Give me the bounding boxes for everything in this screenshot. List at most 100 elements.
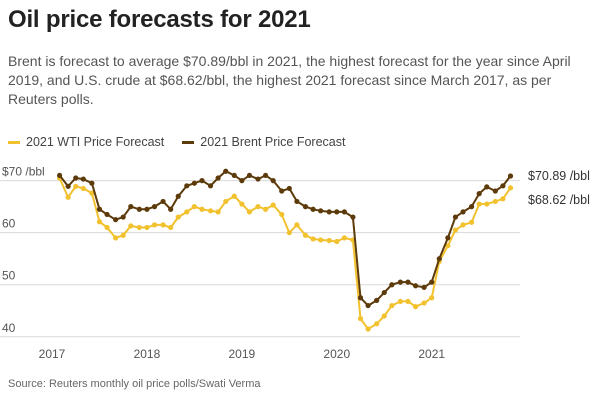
data-point-wti bbox=[191, 204, 197, 210]
data-point-wti bbox=[326, 237, 332, 244]
data-point-brent bbox=[365, 302, 371, 309]
data-point-brent bbox=[397, 279, 403, 285]
data-point-wti bbox=[168, 224, 174, 231]
data-point-brent bbox=[104, 211, 110, 218]
data-point-wti bbox=[334, 238, 340, 245]
data-point-wti bbox=[492, 198, 498, 205]
data-point-brent bbox=[484, 184, 490, 190]
data-point-wti bbox=[65, 194, 71, 200]
data-point-brent bbox=[89, 180, 95, 186]
data-point-wti bbox=[175, 214, 181, 220]
data-point-brent bbox=[120, 214, 126, 220]
data-point-wti bbox=[144, 224, 150, 231]
data-point-wti bbox=[302, 232, 309, 238]
legend-item-wti: 2021 WTI Price Forecast bbox=[8, 135, 164, 149]
data-point-brent bbox=[262, 172, 269, 179]
y-tick-label-60: 60 bbox=[2, 217, 16, 231]
data-point-wti bbox=[184, 209, 190, 215]
x-tick-label-2019: 2019 bbox=[229, 347, 256, 361]
data-point-wti bbox=[445, 243, 451, 249]
y-tick-label-50: 50 bbox=[2, 269, 16, 283]
data-point-brent bbox=[381, 289, 387, 296]
data-point-brent bbox=[405, 279, 411, 285]
series-line-wti bbox=[58, 177, 512, 330]
legend-swatch-brent bbox=[182, 140, 195, 144]
data-point-wti bbox=[160, 222, 166, 228]
y-tick-label-40: 40 bbox=[2, 321, 16, 335]
data-point-brent bbox=[207, 183, 214, 189]
data-point-brent bbox=[113, 217, 119, 223]
data-point-brent bbox=[286, 185, 292, 192]
data-point-wti bbox=[286, 230, 292, 236]
legend-item-brent: 2021 Brent Price Forecast bbox=[182, 135, 345, 149]
series-line-brent bbox=[58, 170, 512, 307]
data-point-brent bbox=[255, 176, 261, 182]
data-point-brent bbox=[96, 206, 103, 212]
data-point-wti bbox=[73, 183, 79, 189]
data-point-brent bbox=[310, 206, 316, 212]
x-tick-label-2020: 2020 bbox=[323, 347, 350, 361]
data-point-wti bbox=[113, 235, 119, 241]
data-point-brent bbox=[294, 198, 300, 205]
data-point-wti bbox=[80, 185, 86, 192]
data-point-brent bbox=[507, 173, 514, 179]
data-point-wti bbox=[199, 206, 205, 212]
data-point-wti bbox=[365, 326, 371, 332]
data-point-brent bbox=[65, 183, 71, 189]
data-point-brent bbox=[80, 176, 86, 182]
data-point-brent bbox=[341, 209, 347, 215]
data-point-wti bbox=[405, 298, 411, 304]
data-point-brent bbox=[412, 283, 419, 289]
data-point-wti bbox=[246, 209, 253, 215]
data-point-wti bbox=[294, 222, 300, 228]
data-point-wti bbox=[452, 227, 459, 233]
data-point-wti bbox=[357, 315, 364, 322]
chart-subtitle: Brent is forecast to average $70.89/bbl … bbox=[8, 53, 571, 107]
data-point-wti bbox=[231, 193, 237, 199]
data-point-wti bbox=[215, 209, 221, 215]
data-point-wti bbox=[136, 224, 142, 231]
data-point-brent bbox=[199, 178, 205, 184]
data-point-brent bbox=[429, 279, 435, 285]
data-point-brent bbox=[302, 204, 309, 210]
data-point-wti bbox=[255, 204, 261, 210]
data-point-brent bbox=[231, 172, 237, 179]
data-point-brent bbox=[279, 188, 285, 194]
data-point-wti bbox=[476, 201, 482, 207]
data-point-brent bbox=[128, 204, 134, 210]
data-point-brent bbox=[223, 168, 229, 174]
data-point-brent bbox=[151, 204, 158, 210]
data-point-wti bbox=[279, 211, 285, 218]
data-point-brent bbox=[73, 175, 79, 181]
data-point-brent bbox=[136, 206, 142, 212]
data-point-wti bbox=[262, 206, 269, 212]
data-point-wti bbox=[96, 219, 103, 225]
data-point-wti bbox=[468, 219, 475, 225]
chart-title: Oil price forecasts for 2021 bbox=[8, 6, 311, 33]
data-point-brent bbox=[445, 235, 451, 241]
data-point-brent bbox=[215, 175, 221, 181]
data-point-wti bbox=[500, 196, 506, 202]
data-point-wti bbox=[412, 304, 419, 310]
legend-label-brent: 2021 Brent Price Forecast bbox=[200, 135, 346, 149]
data-point-brent bbox=[160, 198, 166, 205]
data-point-brent bbox=[436, 256, 442, 262]
data-point-wti bbox=[310, 236, 316, 242]
data-point-wti bbox=[128, 223, 134, 229]
data-point-wti bbox=[421, 300, 427, 306]
data-point-wti bbox=[341, 235, 347, 241]
data-point-brent bbox=[175, 193, 181, 199]
data-point-brent bbox=[421, 284, 427, 290]
data-point-brent bbox=[144, 206, 150, 212]
data-point-wti bbox=[239, 201, 245, 207]
data-point-brent bbox=[500, 183, 506, 189]
x-tick-label-2021: 2021 bbox=[418, 347, 445, 361]
data-point-brent bbox=[389, 282, 395, 288]
data-point-brent bbox=[334, 209, 340, 215]
data-point-brent bbox=[318, 208, 324, 214]
x-tick-label-2017: 2017 bbox=[39, 347, 66, 361]
data-point-wti bbox=[318, 237, 324, 243]
end-label-wti: $68.62 /bbl bbox=[528, 193, 590, 207]
data-point-brent bbox=[56, 172, 63, 179]
